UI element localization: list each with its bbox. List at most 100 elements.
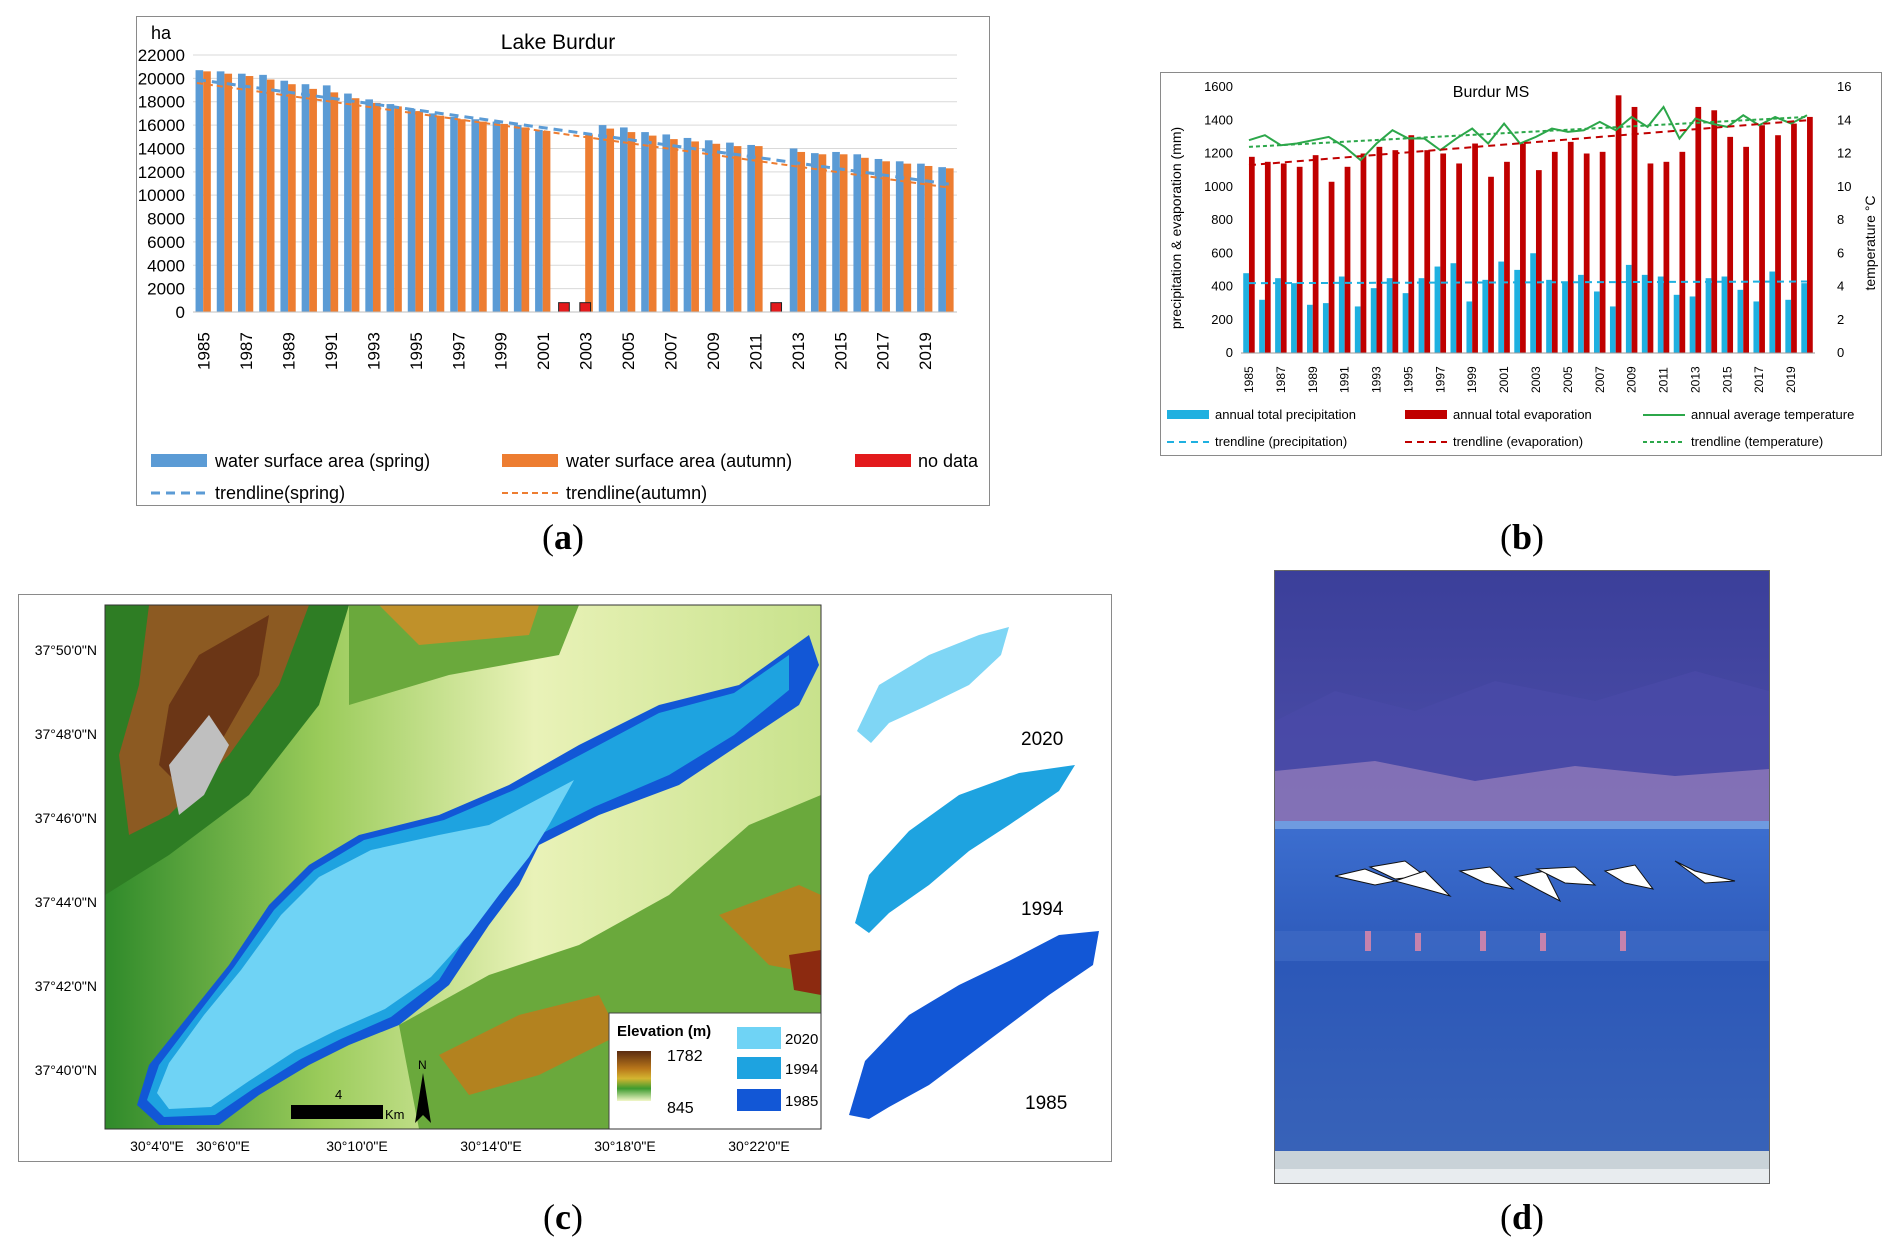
legend-year-1985: 1985 [785, 1093, 818, 1110]
bar-evaporation [1312, 155, 1319, 353]
bar-spring [683, 137, 692, 312]
x-tick-label: 2009 [1625, 366, 1639, 393]
y2-tick-label: 16 [1837, 79, 1851, 94]
bar-spring [598, 125, 607, 312]
bar-spring [704, 140, 713, 312]
x-tick-label: 2009 [704, 332, 723, 370]
bar-evaporation [1695, 106, 1702, 353]
x-tick-label: 2015 [1720, 366, 1734, 393]
x-tick-label: 1997 [1433, 366, 1447, 393]
y-tick-label: 2000 [147, 280, 185, 299]
x-tick-label: 1987 [1274, 366, 1288, 393]
x-tick-label: 1985 [1242, 366, 1256, 393]
map-frame: Elevation (m) 1782 845 2020 1994 1985 4 … [104, 604, 822, 1130]
y-tick-label: 600 [1211, 245, 1233, 260]
bar-autumn [797, 151, 806, 312]
bar-autumn [712, 143, 721, 312]
bar-evaporation [1472, 143, 1478, 353]
x-tick-label: 2003 [1529, 366, 1543, 393]
scale-bar: 4 Km [291, 1087, 405, 1122]
bar-evaporation [1248, 156, 1255, 353]
x-tick-label: 1989 [1306, 366, 1320, 393]
bar-precipitation [1418, 278, 1425, 353]
bar-precipitation [1546, 279, 1552, 353]
bar-spring [259, 74, 267, 312]
bar-precipitation [1386, 278, 1393, 353]
bar-evaporation [1504, 161, 1510, 353]
bar-precipitation [1785, 299, 1792, 353]
lon-label: 30°10'0"E [326, 1138, 388, 1154]
lon-label: 30°14'0"E [460, 1138, 522, 1154]
bar-autumn [733, 146, 742, 312]
bar-precipitation [1705, 278, 1712, 353]
lon-label: 30°4'0"E [130, 1138, 184, 1154]
legend-label-trend-spring: trendline(spring) [215, 483, 345, 503]
lat-label: 37°42'0"N [35, 978, 97, 994]
bar-autumn [330, 92, 339, 312]
bar-spring [917, 163, 925, 312]
bar-precipitation [1322, 303, 1329, 353]
bar-spring [428, 113, 437, 312]
panel-c-map: Elevation (m) 1782 845 2020 1994 1985 4 … [18, 594, 1112, 1162]
chart-title: Burdur MS [1453, 84, 1529, 101]
x-tick-label: 1995 [407, 332, 426, 370]
bar-spring [195, 70, 204, 312]
bar-no-data [558, 302, 570, 313]
x-tick-label: 2005 [1561, 366, 1575, 393]
bar-spring [344, 93, 352, 312]
bar-evaporation [1424, 150, 1431, 353]
elevation-max: 1782 [667, 1048, 703, 1065]
silhouette-1994 [855, 765, 1075, 933]
bar-precipitation [1721, 276, 1728, 353]
y-tick-label: 20000 [138, 69, 185, 88]
legend-swatch-autumn [502, 454, 558, 467]
x-tick-label: 1999 [1465, 366, 1479, 393]
flamingo-photo [1275, 571, 1769, 1183]
trendline-precipitation [1248, 280, 1808, 285]
y-tick-label: 16000 [138, 116, 185, 135]
bar-precipitation [1450, 263, 1457, 353]
x-tick-label: 2017 [1752, 366, 1766, 393]
y2-tick-label: 0 [1837, 345, 1844, 360]
bar-spring [535, 129, 543, 312]
y2-tick-label: 6 [1837, 245, 1844, 260]
bar-spring [386, 104, 395, 313]
x-tick-label: 1991 [1338, 366, 1352, 393]
caption-d: (d) [1499, 1197, 1545, 1237]
scale-value: 4 [335, 1087, 342, 1102]
y2-tick-label: 2 [1837, 312, 1844, 327]
x-tick-label: 2001 [534, 332, 553, 370]
y-tick-label: 1400 [1204, 112, 1233, 127]
bar-autumn [372, 102, 381, 313]
bar-evaporation [1408, 135, 1415, 353]
bar-precipitation [1338, 276, 1345, 353]
bar-precipitation [1753, 301, 1760, 353]
chart-title: Lake Burdur [501, 31, 615, 54]
trendline-spring [196, 78, 954, 187]
bar-autumn [670, 139, 678, 312]
bar-evaporation [1743, 146, 1749, 353]
y-tick-label: 6000 [147, 233, 185, 252]
bar-autumn [351, 98, 360, 313]
bar-autumn [457, 119, 466, 312]
legend-label-trend-evap: trendline (evaporation) [1453, 434, 1583, 449]
bar-evaporation [1488, 176, 1494, 353]
bar-evaporation [1647, 163, 1654, 353]
bar-evaporation [1631, 106, 1638, 353]
bar-evaporation [1599, 151, 1606, 353]
bar-spring [874, 158, 883, 312]
bar-evaporation [1360, 153, 1367, 353]
y-tick-label: 1000 [1204, 179, 1233, 194]
bar-spring [365, 99, 373, 313]
legend-swatch-1985 [737, 1089, 781, 1111]
bar-spring [853, 154, 862, 312]
trendline-evaporation [1248, 119, 1808, 167]
bar-autumn [818, 154, 827, 312]
bar-autumn [754, 146, 763, 312]
y2-tick-label: 4 [1837, 279, 1844, 294]
x-tick-label: 1985 [195, 332, 214, 370]
bar-precipitation [1434, 266, 1441, 353]
bar-spring [492, 121, 501, 312]
x-tick-label: 2005 [619, 332, 638, 370]
bar-autumn [521, 127, 530, 312]
